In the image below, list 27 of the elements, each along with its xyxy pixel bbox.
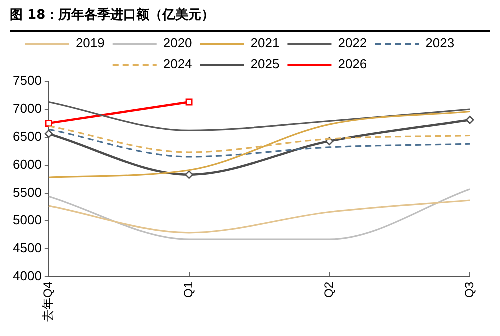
legend-label: 2021 [250,36,280,51]
y-tick-label: 5000 [13,212,42,228]
x-tick-label: Q1 [182,282,196,298]
point [186,98,193,106]
chart-title: 图 18：历年各季进口额（亿美元） [10,7,215,24]
x-tick-label: Q2 [322,282,336,298]
legend-label: 2022 [338,36,368,51]
y-tick-label: 6500 [13,129,42,144]
point [185,170,194,179]
x-tick-label: Q3 [462,282,476,298]
point [466,116,474,124]
y-tick-label: 4500 [13,240,42,256]
y-tick-label: 7500 [13,73,42,88]
y-tick-label: 6000 [13,156,42,172]
y-tick-label: 5500 [13,184,42,200]
legend-label: 2026 [338,56,368,72]
y-tick-label: 4000 [13,268,42,284]
x-tick-label: 去年Q4 [41,282,56,322]
legend-label: 2024 [163,56,192,72]
line-series [48,200,471,234]
legend-label: 2025 [250,56,280,72]
point [44,130,54,138]
legend-label: 2020 [163,36,192,51]
legend-label: 2019 [76,36,105,51]
point [45,120,52,127]
y-tick-label: 7000 [13,101,42,116]
legend-label: 2023 [426,36,455,51]
